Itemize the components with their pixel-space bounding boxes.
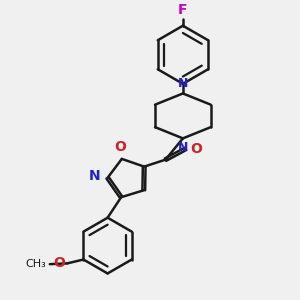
Text: O: O [114,140,126,154]
Text: O: O [190,142,202,156]
Text: N: N [89,169,100,183]
Text: N: N [178,77,188,90]
Text: O: O [53,256,65,270]
Text: CH₃: CH₃ [25,259,46,269]
Text: F: F [178,3,188,17]
Text: N: N [178,142,188,154]
